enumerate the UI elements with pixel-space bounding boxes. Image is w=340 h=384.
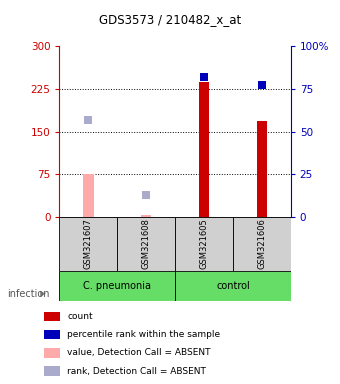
Bar [44, 311, 60, 321]
Bar [175, 217, 233, 271]
Point [201, 74, 207, 80]
Point [259, 82, 265, 88]
Text: GDS3573 / 210482_x_at: GDS3573 / 210482_x_at [99, 13, 241, 26]
Text: GSM321605: GSM321605 [200, 218, 208, 269]
Text: control: control [216, 281, 250, 291]
Text: C. pneumonia: C. pneumonia [83, 281, 151, 291]
Bar [83, 174, 94, 217]
Bar [44, 330, 60, 339]
Text: percentile rank within the sample: percentile rank within the sample [67, 330, 220, 339]
Text: GSM321606: GSM321606 [257, 218, 266, 269]
Bar [44, 366, 60, 376]
Bar [59, 217, 117, 271]
Text: count: count [67, 312, 93, 321]
Bar [175, 271, 291, 301]
Bar [233, 217, 291, 271]
Text: GSM321607: GSM321607 [84, 218, 93, 269]
Bar [59, 271, 175, 301]
Text: infection: infection [7, 289, 49, 299]
Bar [117, 217, 175, 271]
Bar [257, 121, 267, 217]
Point [86, 116, 91, 122]
Bar [199, 82, 209, 217]
Text: GSM321608: GSM321608 [142, 218, 151, 269]
Text: rank, Detection Call = ABSENT: rank, Detection Call = ABSENT [67, 367, 206, 376]
Text: value, Detection Call = ABSENT: value, Detection Call = ABSENT [67, 348, 210, 357]
Bar [44, 348, 60, 358]
Point [143, 192, 149, 198]
Polygon shape [40, 291, 46, 297]
Bar [141, 215, 151, 217]
